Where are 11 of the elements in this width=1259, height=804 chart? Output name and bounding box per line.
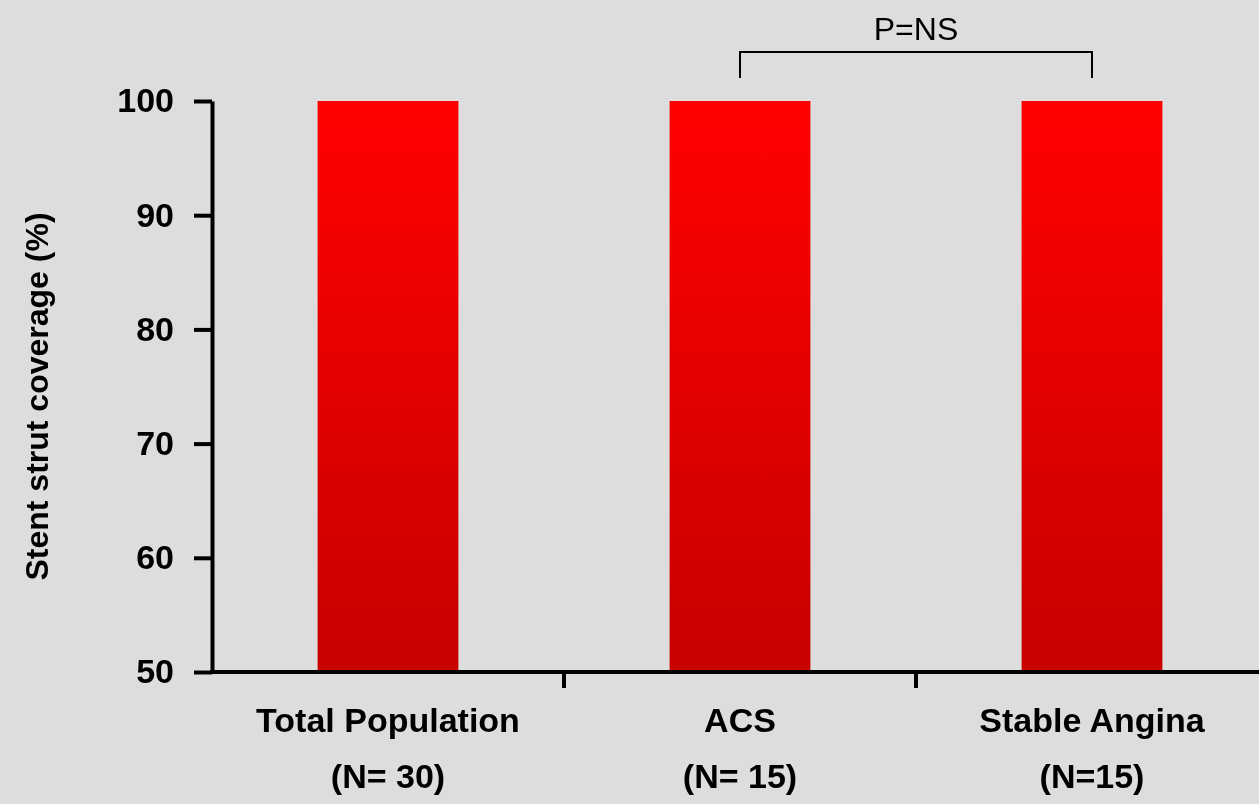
y-tick-label: 70 (136, 423, 174, 462)
y-tick-label: 90 (136, 195, 174, 234)
y-tick-label: 80 (136, 309, 174, 348)
y-tick-label: 100 (117, 81, 174, 120)
x-tick-label: Stable Angina (N=15) (979, 701, 1206, 795)
y-tick-label: 60 (136, 538, 174, 577)
text: P=NS (873, 11, 959, 47)
x-tick-label: Total Population (N= 30) (256, 701, 520, 795)
x-tick-label: ACS (N= 15) (682, 701, 798, 795)
y-tick-label: 50 (136, 652, 174, 691)
y-axis-title: Stent strut coverage (%) (19, 212, 55, 581)
